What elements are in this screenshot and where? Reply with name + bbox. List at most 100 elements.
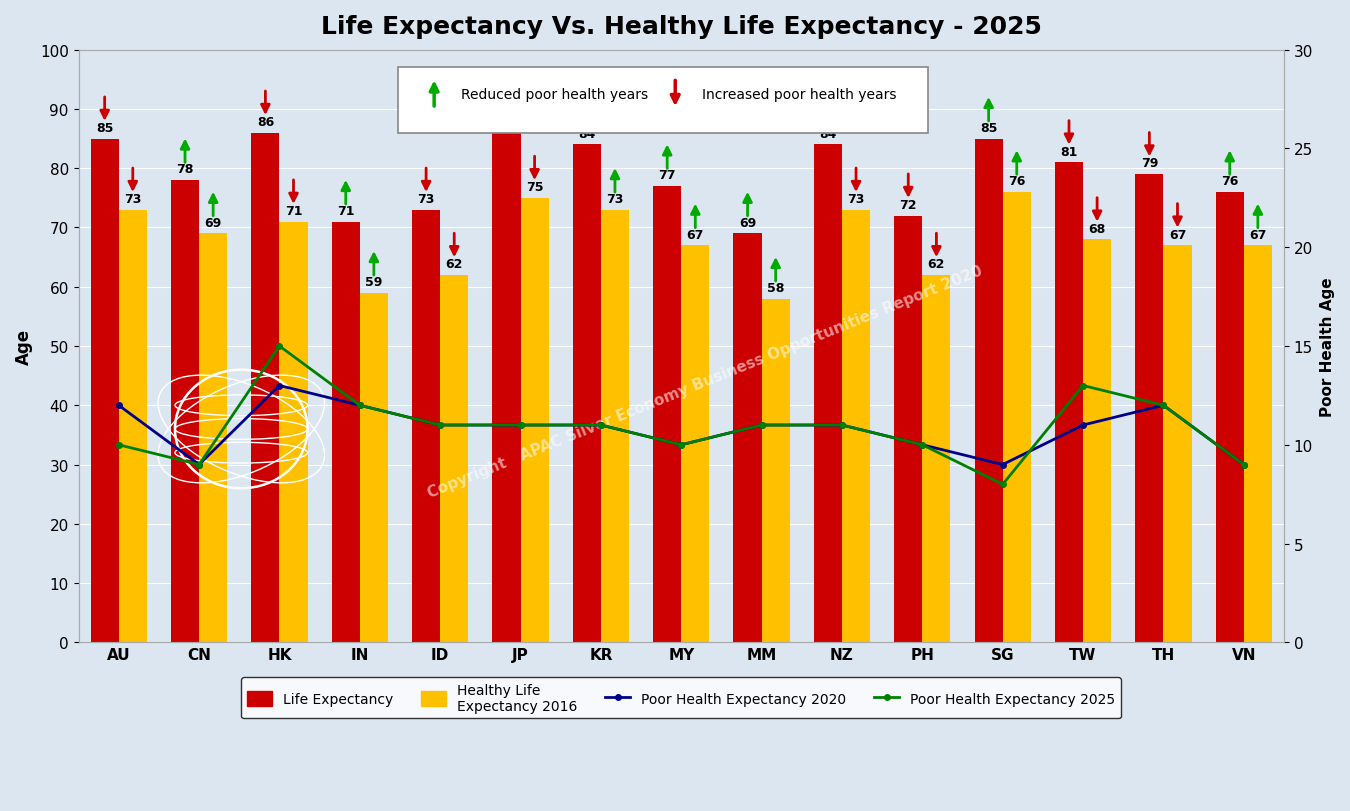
Text: 72: 72 — [899, 199, 917, 212]
Text: 67: 67 — [1169, 228, 1187, 241]
Text: 78: 78 — [177, 163, 193, 176]
Bar — [1135, 175, 1164, 642]
Text: 67: 67 — [1249, 228, 1266, 241]
Text: Copyright   APAC Silver Economy Business Opportunities Report 2020: Copyright APAC Silver Economy Business O… — [425, 264, 986, 500]
Text: 69: 69 — [738, 217, 756, 230]
Bar — [922, 276, 950, 642]
Poor Health Expectancy 2025 — [513, 421, 529, 431]
Text: 79: 79 — [1141, 157, 1158, 170]
Y-axis label: Age: Age — [15, 328, 32, 365]
Line: Poor Health Expectancy 2020: Poor Health Expectancy 2020 — [116, 384, 1246, 468]
Bar — [761, 299, 790, 642]
Poor Health Expectancy 2020 — [753, 421, 769, 431]
Poor Health Expectancy 2025 — [190, 460, 207, 470]
Text: 62: 62 — [446, 258, 463, 271]
Poor Health Expectancy 2020 — [1156, 401, 1172, 410]
Poor Health Expectancy 2025 — [593, 421, 609, 431]
Text: 71: 71 — [338, 204, 355, 217]
Bar — [1003, 193, 1031, 642]
Text: 71: 71 — [285, 204, 302, 217]
Text: 85: 85 — [96, 122, 113, 135]
Poor Health Expectancy 2025 — [271, 341, 288, 351]
Poor Health Expectancy 2025 — [1075, 381, 1091, 391]
Bar — [653, 187, 682, 642]
Poor Health Expectancy 2025 — [1156, 401, 1172, 410]
Text: 69: 69 — [204, 217, 221, 230]
Bar — [601, 210, 629, 642]
Poor Health Expectancy 2025 — [352, 401, 369, 410]
Text: 59: 59 — [366, 276, 382, 289]
Bar — [1243, 246, 1272, 642]
Bar — [332, 222, 360, 642]
Bar — [493, 134, 521, 642]
Poor Health Expectancy 2020 — [995, 460, 1011, 470]
Bar — [733, 234, 761, 642]
Text: 84: 84 — [819, 127, 837, 140]
Poor Health Expectancy 2020 — [352, 401, 369, 410]
Text: 67: 67 — [687, 228, 703, 241]
Poor Health Expectancy 2025 — [914, 440, 930, 450]
Bar — [1164, 246, 1192, 642]
Text: 84: 84 — [578, 127, 595, 140]
Poor Health Expectancy 2025 — [674, 440, 690, 450]
Poor Health Expectancy 2020 — [834, 421, 850, 431]
Bar — [171, 181, 198, 642]
Text: 73: 73 — [124, 193, 142, 206]
Text: 73: 73 — [417, 193, 435, 206]
Poor Health Expectancy 2020 — [593, 421, 609, 431]
Text: 73: 73 — [606, 193, 624, 206]
Text: 58: 58 — [767, 281, 784, 294]
Bar — [198, 234, 227, 642]
Text: 86: 86 — [498, 116, 516, 129]
Poor Health Expectancy 2020 — [1075, 421, 1091, 431]
Text: 81: 81 — [1060, 145, 1077, 158]
Poor Health Expectancy 2020 — [513, 421, 529, 431]
Bar — [975, 139, 1003, 642]
Poor Health Expectancy 2020 — [271, 381, 288, 391]
Poor Health Expectancy 2020 — [1235, 460, 1251, 470]
Poor Health Expectancy 2020 — [111, 401, 127, 410]
Bar — [360, 294, 387, 642]
Text: 85: 85 — [980, 122, 998, 135]
Text: 76: 76 — [1008, 175, 1026, 188]
Poor Health Expectancy 2025 — [432, 421, 448, 431]
Text: 75: 75 — [526, 181, 543, 194]
Text: Increased poor health years: Increased poor health years — [702, 88, 896, 102]
Bar — [119, 210, 147, 642]
Bar — [1215, 193, 1243, 642]
Bar — [521, 199, 548, 642]
Poor Health Expectancy 2025 — [753, 421, 769, 431]
Text: 77: 77 — [659, 169, 676, 182]
Y-axis label: Poor Health Age: Poor Health Age — [1320, 277, 1335, 416]
Bar — [894, 217, 922, 642]
Bar — [1083, 240, 1111, 642]
FancyBboxPatch shape — [398, 68, 929, 134]
Text: 73: 73 — [848, 193, 865, 206]
Poor Health Expectancy 2025 — [111, 440, 127, 450]
Bar — [440, 276, 468, 642]
Bar — [572, 145, 601, 642]
Bar — [412, 210, 440, 642]
Poor Health Expectancy 2020 — [432, 421, 448, 431]
Line: Poor Health Expectancy 2025: Poor Health Expectancy 2025 — [116, 344, 1246, 487]
Poor Health Expectancy 2020 — [914, 440, 930, 450]
Bar — [90, 139, 119, 642]
Title: Life Expectancy Vs. Healthy Life Expectancy - 2025: Life Expectancy Vs. Healthy Life Expecta… — [321, 15, 1042, 39]
Bar — [682, 246, 709, 642]
Legend: Life Expectancy, Healthy Life
Expectancy 2016, Poor Health Expectancy 2020, Poor: Life Expectancy, Healthy Life Expectancy… — [242, 677, 1120, 719]
Poor Health Expectancy 2025 — [995, 480, 1011, 490]
Poor Health Expectancy 2025 — [1235, 460, 1251, 470]
Bar — [251, 134, 279, 642]
Text: Reduced poor health years: Reduced poor health years — [460, 88, 648, 102]
Poor Health Expectancy 2025 — [834, 421, 850, 431]
Poor Health Expectancy 2020 — [674, 440, 690, 450]
Text: 86: 86 — [256, 116, 274, 129]
Poor Health Expectancy 2020 — [190, 460, 207, 470]
Text: 62: 62 — [927, 258, 945, 271]
Bar — [1054, 163, 1083, 642]
Bar — [814, 145, 842, 642]
Bar — [279, 222, 308, 642]
Text: 76: 76 — [1220, 175, 1238, 188]
Text: 68: 68 — [1088, 222, 1106, 235]
Bar — [842, 210, 871, 642]
